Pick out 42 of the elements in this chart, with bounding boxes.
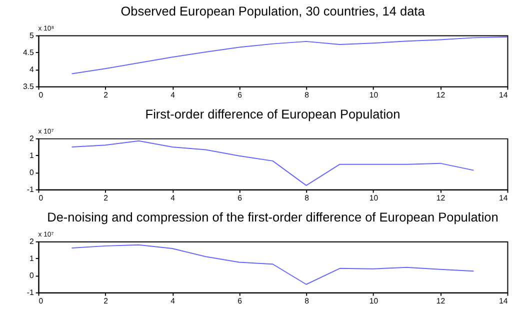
x-tick-label: 8 — [304, 90, 310, 100]
x-tick-label: 4 — [170, 296, 176, 306]
x-tick-label: 10 — [369, 194, 379, 203]
x-tick-label: 12 — [436, 90, 446, 100]
x-tick-label: 2 — [104, 296, 108, 306]
y-tick-label: -1 — [26, 288, 34, 297]
x-tick-label: 12 — [436, 296, 446, 306]
x-tick-label: 14 — [499, 90, 508, 100]
x-tick-label: 8 — [304, 194, 310, 203]
chart-title: First-order difference of European Population — [145, 106, 400, 122]
y-tick-label: 3.5 — [22, 82, 34, 91]
line-series — [71, 244, 474, 285]
x-tick-label: 0 — [38, 296, 44, 306]
x-tick-label: 10 — [369, 296, 379, 306]
y-tick-label: 1 — [29, 150, 34, 160]
x-tick-label: 10 — [369, 90, 379, 100]
x-tick-label: 6 — [238, 194, 243, 203]
x-tick-label: 12 — [436, 194, 446, 203]
x-tick-label: 6 — [238, 90, 243, 100]
y-tick-label: -1 — [26, 184, 34, 194]
chart-title: De-noising and compression of the first-order difference of European Population — [47, 210, 498, 225]
line-series — [71, 36, 508, 74]
line-series — [71, 140, 474, 186]
x-tick-label: 14 — [499, 296, 508, 306]
y-tick-label: 2 — [29, 134, 34, 143]
x-tick-label: 14 — [499, 194, 508, 203]
y-tick-label: 1 — [29, 254, 34, 263]
y-tick-label: 2 — [29, 236, 34, 246]
x-tick-label: 4 — [170, 90, 176, 100]
y-tick-label: 4.5 — [22, 48, 34, 57]
y-tick-label: 0 — [29, 270, 34, 280]
x-tick-label: 0 — [38, 194, 44, 203]
x-tick-label: 2 — [104, 194, 108, 203]
chart-title: Observed European Population, 30 countries, 14 data — [120, 4, 426, 19]
x-tick-label: 4 — [170, 194, 176, 203]
x-tick-label: 2 — [104, 90, 108, 100]
x-tick-label: 6 — [238, 296, 243, 306]
y-tick-label: 0 — [29, 168, 34, 177]
y-tick-label: 5 — [29, 30, 34, 40]
x-tick-label: 0 — [38, 90, 44, 100]
x-tick-label: 8 — [304, 296, 310, 306]
y-tick-label: 4 — [29, 64, 34, 74]
